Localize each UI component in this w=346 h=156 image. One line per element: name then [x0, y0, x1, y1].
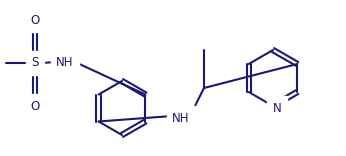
Text: N: N: [273, 102, 281, 115]
Text: NH: NH: [56, 56, 74, 68]
Text: NH: NH: [172, 112, 190, 124]
Text: O: O: [30, 100, 40, 112]
Text: S: S: [31, 56, 39, 70]
Text: O: O: [30, 14, 40, 27]
